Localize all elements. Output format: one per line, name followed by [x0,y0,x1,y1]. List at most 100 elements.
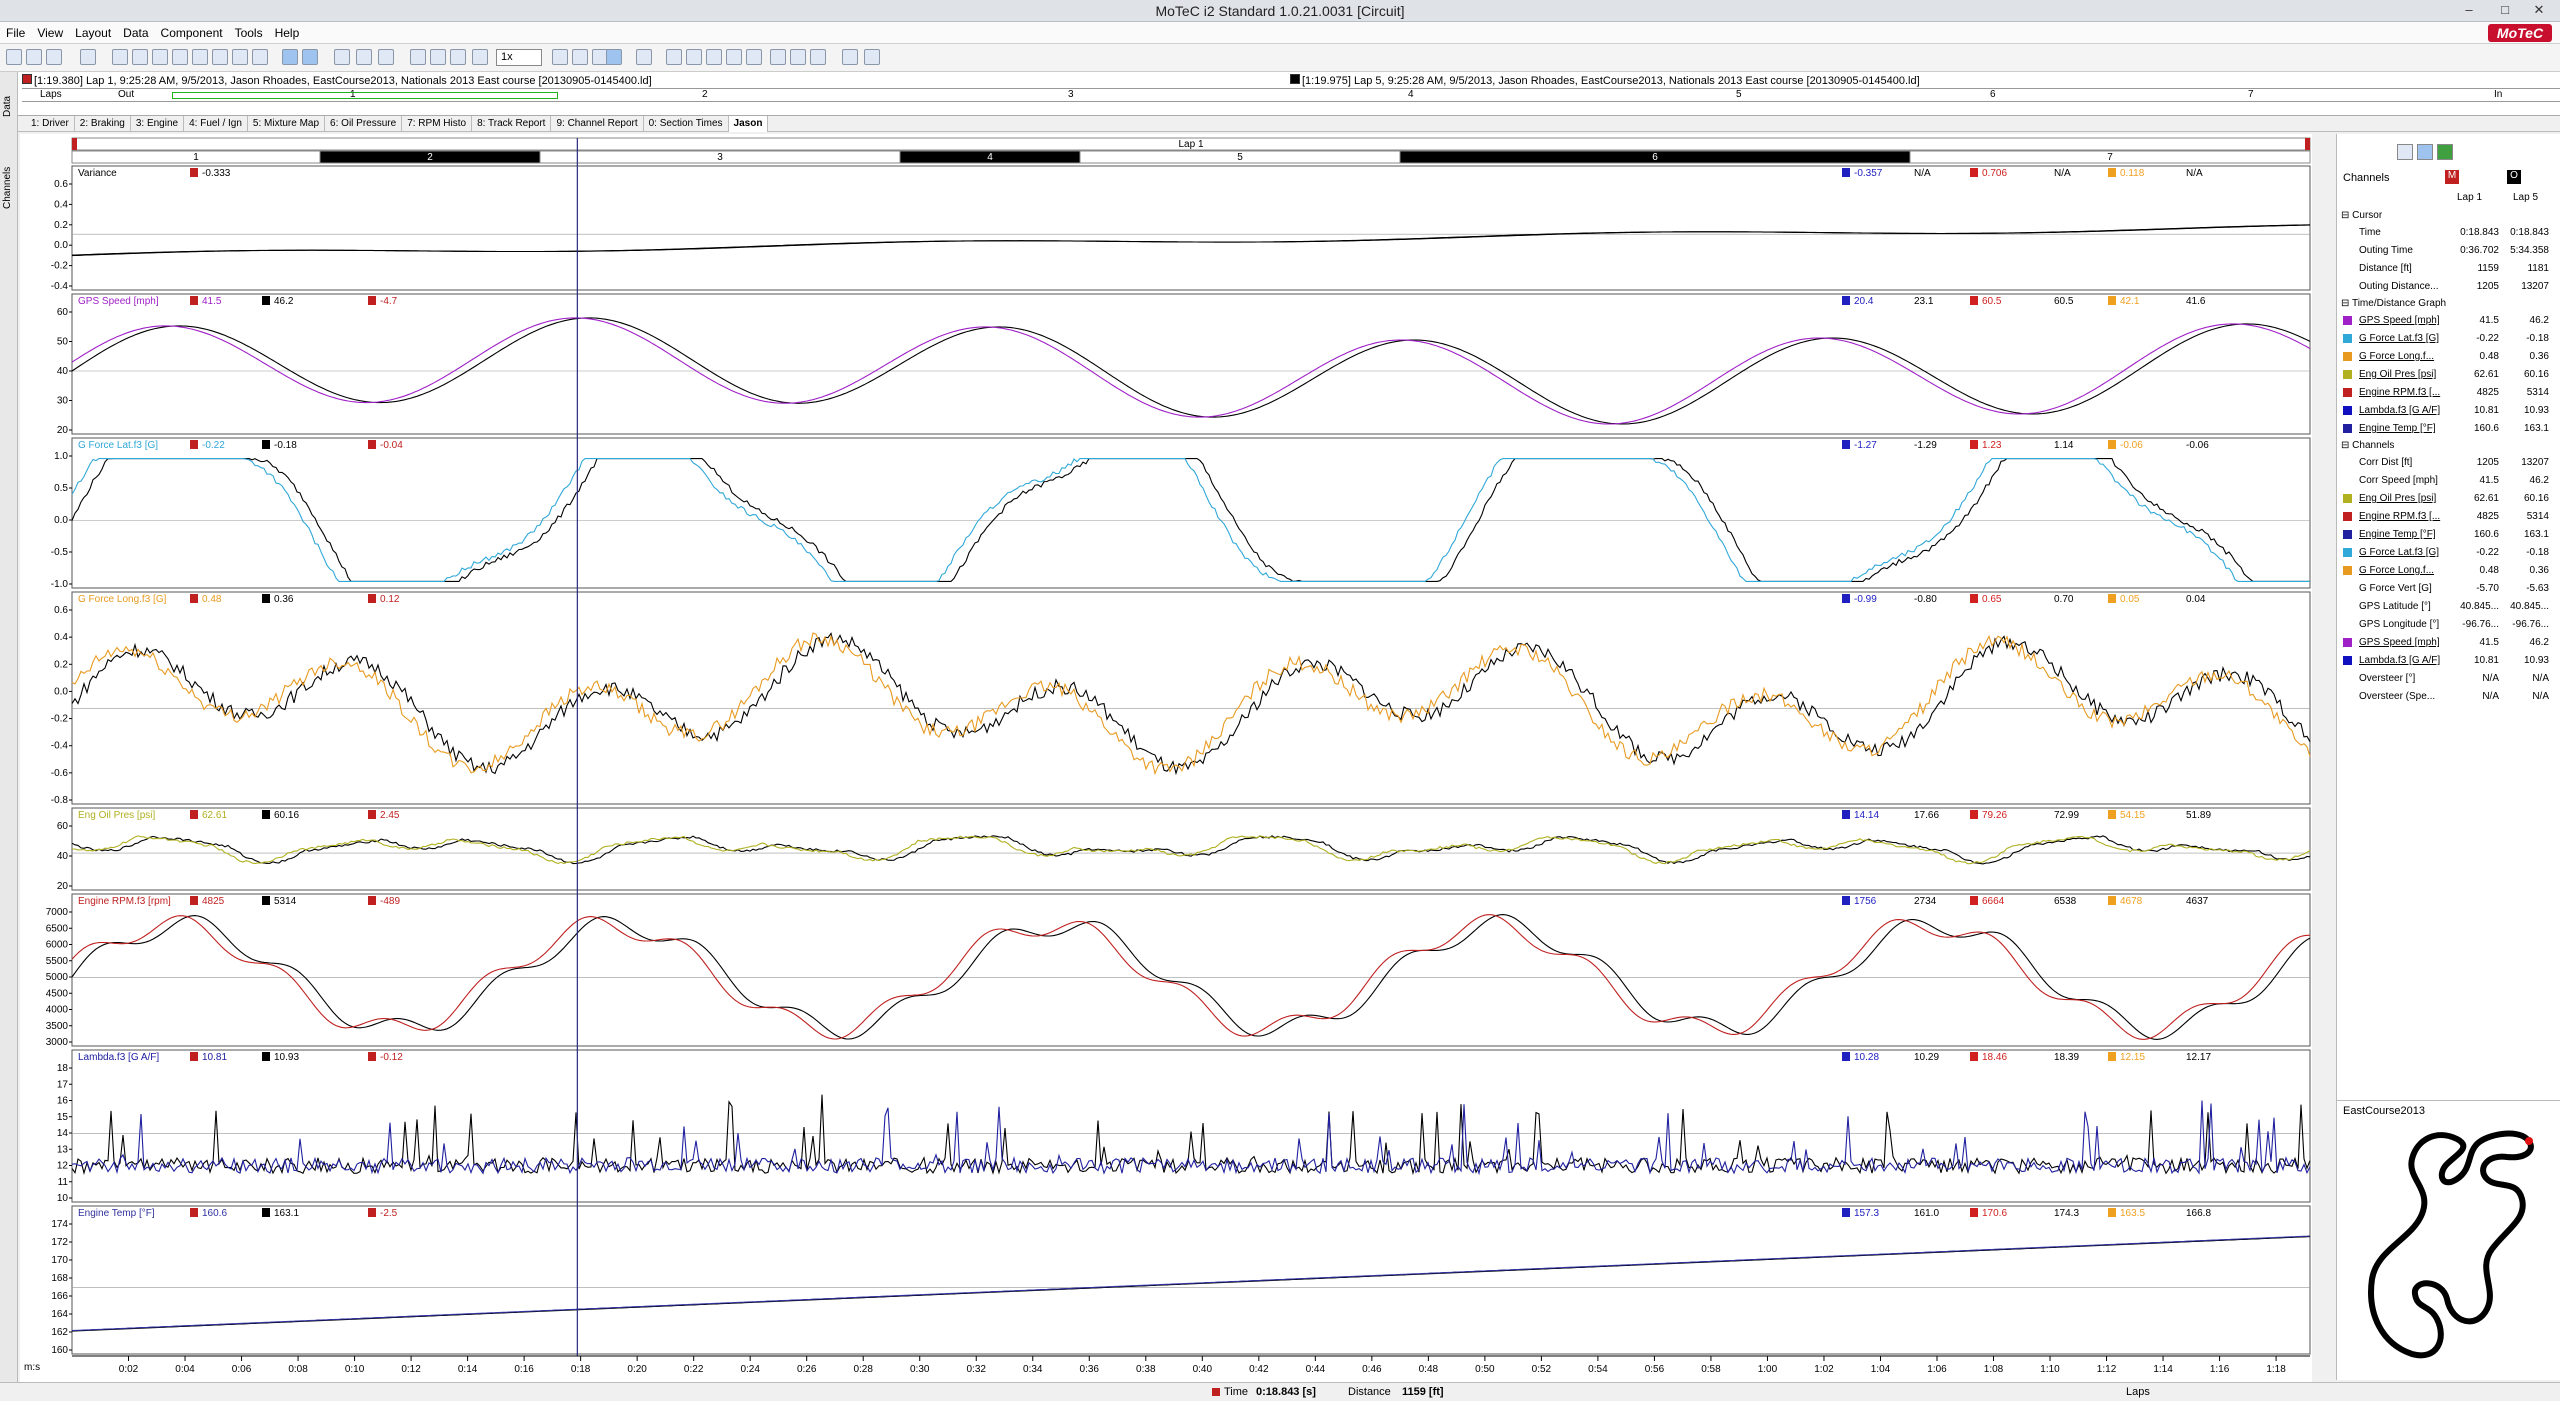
channel-row[interactable]: G Force Long.f... 0.48 0.36 [2341,562,2557,579]
measure-icon[interactable] [430,49,446,65]
panel-grid-icon[interactable] [2417,144,2433,160]
channel-row[interactable]: Lambda.f3 [G A/F] 10.81 10.93 [2341,652,2557,669]
graph-pane[interactable] [71,893,2311,1047]
open-icon[interactable] [6,49,22,65]
time-distance-graph[interactable]: Lap 1 1 2 3 4 5 6 7 0.6 0.4 0.2 0.0 -0.2 -0.4 Variance… [20,134,2312,1400]
channel-row[interactable]: GPS Speed [mph] 41.5 46.2 [2341,634,2557,651]
zoom-in-icon[interactable] [666,49,682,65]
tab-mixture-map[interactable]: 5: Mixture Map [248,116,326,132]
track-map[interactable] [2337,1119,2560,1379]
channel-row[interactable]: Outing Distance... 1205 13207 [2341,278,2557,295]
channel-row[interactable]: Time 0:18.843 0:18.843 [2341,224,2557,241]
crosshair-icon[interactable] [864,49,880,65]
channel-group[interactable]: ⊟ Time/Distance Graph [2341,298,2447,309]
channel-row[interactable]: Engine RPM.f3 [... 4825 5314 [2341,384,2557,401]
close-button[interactable]: ✕ [2533,2,2545,17]
panel-option-icon[interactable] [2397,144,2413,160]
panel-map-icon[interactable] [2437,144,2453,160]
lap-row[interactable]: Laps Out 1 2 3 4 5 6 7 In [22,88,2560,101]
pane-channel-name[interactable]: G Force Lat.f3 [G] [78,440,158,451]
tab-oil-pressure[interactable]: 6: Oil Pressure [325,116,403,132]
play-icon[interactable] [472,49,488,65]
channel-row[interactable]: Lambda.f3 [G A/F] 10.81 10.93 [2341,402,2557,419]
lap-b-marker-icon[interactable]: O [2507,170,2521,184]
menu-help[interactable]: Help [274,26,300,40]
pane-channel-name[interactable]: Engine RPM.f3 [rpm] [78,896,171,907]
pane-channel-name[interactable]: G Force Long.f3 [G] [78,594,167,605]
channel-row[interactable]: Engine Temp [°F] 160.6 163.1 [2341,526,2557,543]
graph-pane[interactable] [71,165,2311,291]
channel-group[interactable]: ⊟ Cursor [2341,210,2383,221]
channel-row[interactable]: Corr Dist [ft] 1205 13207 [2341,454,2557,471]
tab-channels[interactable]: Channels [2,166,13,210]
channel-row[interactable]: G Force Vert [G] -5.70 -5.63 [2341,580,2557,597]
channel-row[interactable]: GPS Longitude [°] -96.76... -96.76... [2341,616,2557,633]
info-icon[interactable] [252,49,268,65]
import-icon[interactable] [80,49,96,65]
grid-icon[interactable] [212,49,228,65]
section-bar[interactable] [1909,150,2311,164]
minimize-button[interactable]: – [2465,2,2473,17]
back-icon[interactable] [334,49,350,65]
list-icon[interactable] [232,49,248,65]
document-icon[interactable] [192,49,208,65]
channel-row[interactable]: Eng Oil Pres [psi] 62.61 60.16 [2341,366,2557,383]
pane-channel-name[interactable]: Lambda.f3 [G A/F] [78,1052,159,1063]
tab-engine[interactable]: 3: Engine [131,116,185,132]
channel-row[interactable]: Oversteer (Spe... N/A N/A [2341,688,2557,705]
pane-channel-name[interactable]: Eng Oil Pres [psi] [78,810,155,821]
scroll-end-icon[interactable] [810,49,826,65]
channel-icon[interactable] [410,49,426,65]
layout-icon[interactable] [842,49,858,65]
lap-1-range[interactable] [172,92,558,99]
graph-pane[interactable] [71,1205,2311,1355]
tab-driver[interactable]: 1: Driver [26,116,75,132]
properties-icon[interactable] [172,49,188,65]
zoom-reset-icon[interactable] [746,49,762,65]
forward-icon[interactable] [356,49,372,65]
layer-icon[interactable] [302,49,318,65]
channel-row[interactable]: Corr Speed [mph] 41.5 46.2 [2341,472,2557,489]
channel-row[interactable]: G Force Lat.f3 [G] -0.22 -0.18 [2341,330,2557,347]
menu-view[interactable]: View [37,26,64,40]
graph-pane[interactable] [71,293,2311,435]
tool-icon[interactable] [132,49,148,65]
menu-layout[interactable]: Layout [75,26,112,40]
channel-row[interactable]: Oversteer [°] N/A N/A [2341,670,2557,687]
tab-braking[interactable]: 2: Braking [75,116,131,132]
menu-component[interactable]: Component [160,26,223,40]
graph-pane[interactable] [71,1049,2311,1203]
menu-tools[interactable]: Tools [234,26,263,40]
tab-section-times[interactable]: 0: Section Times [644,116,729,132]
tab-fuel-ign[interactable]: 4: Fuel / Ign [184,116,248,132]
zoom-out-icon[interactable] [686,49,702,65]
cursor-icon[interactable] [552,49,568,65]
channel-row[interactable]: G Force Lat.f3 [G] -0.22 -0.18 [2341,544,2557,561]
zoom-fit-icon[interactable] [706,49,722,65]
zoom-width-icon[interactable] [726,49,742,65]
channel-row[interactable]: Distance [ft] 1159 1181 [2341,260,2557,277]
tab-data[interactable]: Data [2,95,13,117]
graph-pane[interactable] [71,591,2311,805]
channel-group[interactable]: ⊟ Channels [2341,440,2395,451]
save-icon[interactable] [46,49,62,65]
channel-row[interactable]: Outing Time 0:36.702 5:34.358 [2341,242,2557,259]
maximize-button[interactable]: □ [2501,2,2509,17]
lap-a-marker-icon[interactable]: M [2445,170,2459,184]
scroll-right-icon[interactable] [790,49,806,65]
scroll-left-icon[interactable] [770,49,786,65]
graph-canvas[interactable]: Lap 11 2 3 4 5 6 70.60.40.20.0-0.2-0.4Variance… [20,134,2312,1400]
clear-icon[interactable] [450,49,466,65]
channel-row[interactable]: Engine RPM.f3 [... 4825 5314 [2341,508,2557,525]
tab-jason[interactable]: Jason [728,116,769,132]
export-icon[interactable] [112,49,128,65]
channel-row[interactable]: Eng Oil Pres [psi] 62.61 60.16 [2341,490,2557,507]
zoom-icon[interactable] [636,49,652,65]
lap-a-info[interactable]: [1:19.380] Lap 1, 9:25:28 AM, 9/5/2013, … [34,75,652,87]
menu-file[interactable]: File [6,26,26,40]
delta-icon[interactable] [606,49,622,65]
edit-icon[interactable] [152,49,168,65]
menu-data[interactable]: Data [123,26,149,40]
channel-row[interactable]: GPS Latitude [°] 40.845... 40.845... [2341,598,2557,615]
channel-row[interactable]: Engine Temp [°F] 160.6 163.1 [2341,420,2557,437]
